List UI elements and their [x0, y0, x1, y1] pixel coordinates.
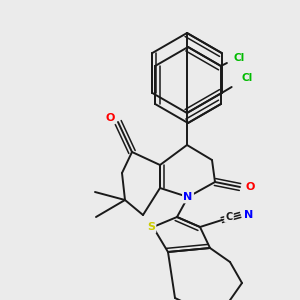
Text: O: O — [245, 182, 255, 192]
Text: N: N — [244, 210, 253, 220]
Text: N: N — [183, 192, 193, 202]
Text: S: S — [147, 222, 155, 232]
Text: O: O — [105, 113, 115, 123]
Text: Cl: Cl — [241, 73, 252, 83]
Text: C: C — [225, 212, 233, 221]
Text: Cl: Cl — [233, 53, 244, 63]
